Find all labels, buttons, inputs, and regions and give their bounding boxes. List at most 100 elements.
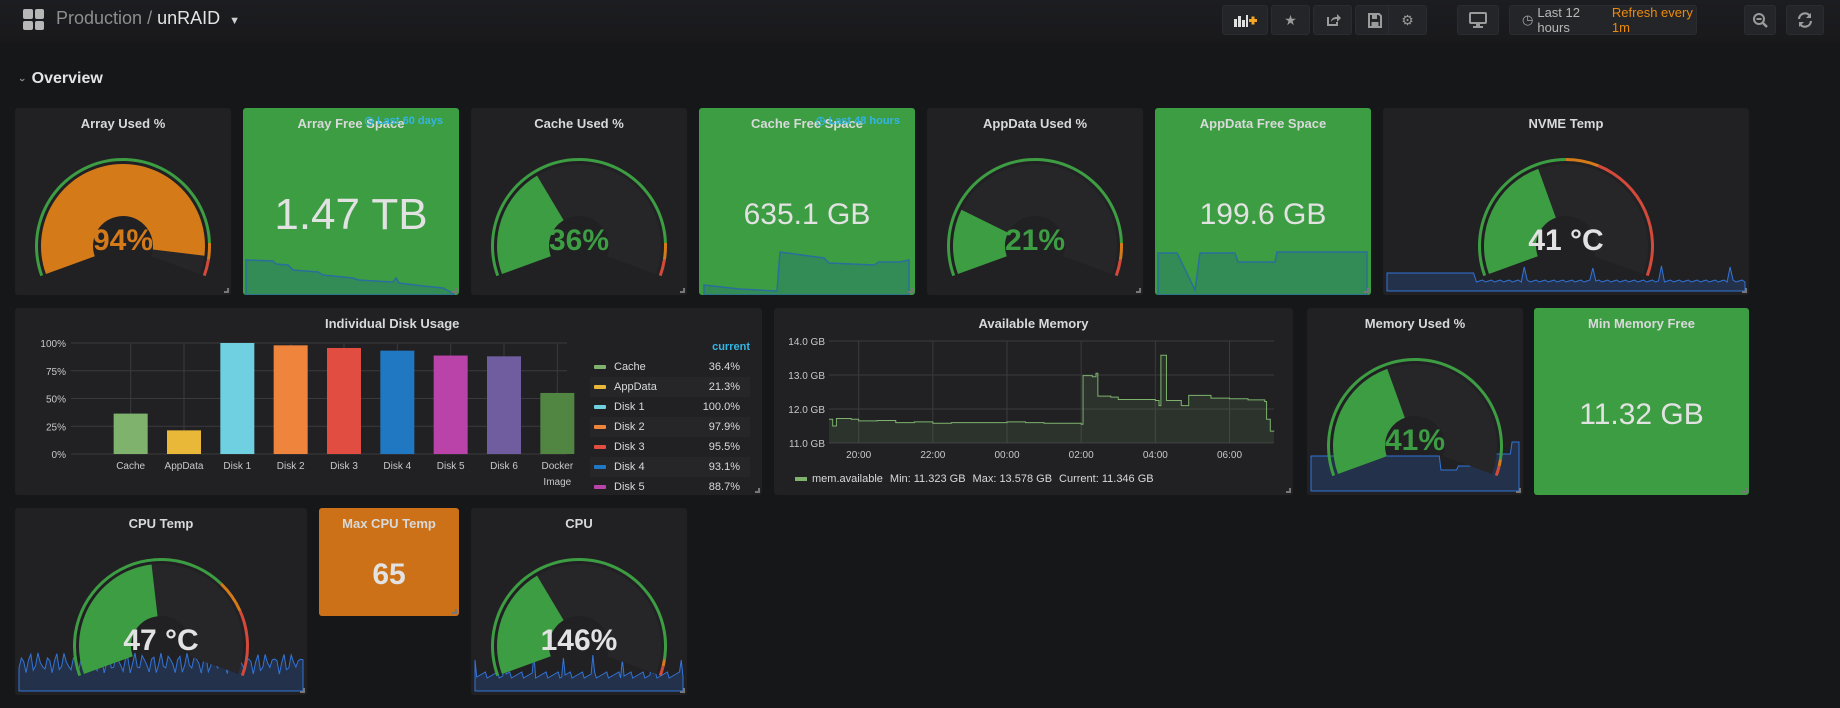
share-button[interactable]	[1313, 5, 1352, 35]
bar[interactable]	[273, 345, 308, 454]
breadcrumb-folder[interactable]: Production	[56, 8, 143, 28]
resize-handle[interactable]	[1364, 288, 1369, 293]
tv-mode-button[interactable]	[1457, 5, 1499, 35]
resize-handle[interactable]	[1742, 288, 1747, 293]
row-overview[interactable]: › Overview	[16, 70, 103, 88]
sparkline-area	[18, 652, 304, 692]
dashboard-grid-icon[interactable]	[23, 9, 44, 30]
threshold-crit	[1114, 259, 1122, 277]
gauge-value-arc	[497, 175, 564, 275]
timeshift-label: Last 60 days	[376, 115, 443, 127]
legend-row[interactable]: AppData 21.3%	[590, 377, 750, 397]
legend-row[interactable]: Cache 36.4%	[590, 357, 750, 377]
legend-value: 21.3%	[708, 381, 740, 393]
stat-value: 11.32 GB	[1579, 398, 1704, 431]
legend-swatch	[594, 385, 606, 389]
legend-swatch	[594, 465, 606, 469]
gauge-cache-used: 36%	[491, 157, 667, 277]
caret-down-icon[interactable]: ▼	[229, 15, 241, 27]
panel-min-memory-free[interactable]: Min Memory Free 11.32 GB	[1534, 308, 1749, 495]
panel-appdata-used[interactable]: AppData Used % 21%	[927, 108, 1143, 295]
panel-array-used[interactable]: Array Used % 94%	[15, 108, 231, 295]
threshold-warn	[220, 582, 242, 612]
x-tick-label: Cache	[116, 461, 145, 472]
threshold-crit	[1494, 465, 1501, 477]
resize-handle[interactable]	[224, 288, 229, 293]
panel-cache-free[interactable]: Cache Free Space ◷ Last 48 hours 635.1 G…	[699, 108, 915, 295]
resize-handle[interactable]	[680, 288, 685, 293]
gauge-array-used: 94%	[34, 157, 212, 277]
bar[interactable]	[327, 347, 361, 454]
add-panel-button[interactable]	[1222, 5, 1268, 35]
legend-row[interactable]: Disk 2 97.9%	[590, 417, 750, 437]
refresh-interval-label: Refresh every 1m	[1611, 5, 1693, 35]
legend-header-current[interactable]: current	[712, 341, 750, 353]
x-tick-label: 20:00	[846, 450, 871, 461]
resize-handle[interactable]	[680, 688, 685, 693]
zoom-out-button[interactable]	[1744, 5, 1776, 35]
panel-max-cpu-temp[interactable]: Max CPU Temp 65	[319, 508, 459, 616]
stat-value: 635.1 GB	[743, 198, 871, 231]
refresh-button[interactable]	[1786, 5, 1824, 35]
bar[interactable]	[487, 356, 521, 454]
bar[interactable]	[540, 392, 575, 454]
legend-row[interactable]: Disk 4 93.1%	[590, 457, 750, 477]
resize-handle[interactable]	[452, 288, 457, 293]
x-tick-label: Disk 3	[330, 461, 358, 472]
dashboard-title[interactable]: unRAID	[157, 8, 221, 28]
panel-cache-used[interactable]: Cache Used % 36%	[471, 108, 687, 295]
monitor-icon	[1469, 12, 1487, 28]
bar[interactable]	[380, 350, 415, 454]
bar[interactable]	[433, 355, 468, 454]
gauge-value: 94%	[93, 224, 153, 257]
panel-individual-disk-usage[interactable]: Individual Disk Usage 0% 25% 50% 75% 100% Cac…	[15, 308, 762, 495]
bar[interactable]	[220, 343, 255, 454]
gauge-value: 21%	[1005, 224, 1065, 257]
save-button[interactable]	[1355, 5, 1394, 35]
bar[interactable]	[167, 430, 201, 454]
resize-handle[interactable]	[300, 688, 305, 693]
legend-name: Disk 5	[614, 481, 645, 493]
resize-handle[interactable]	[1516, 488, 1521, 493]
legend-value: 88.7%	[708, 481, 740, 493]
y-tick-label: 25%	[46, 422, 66, 433]
x-tick-label: 00:00	[994, 450, 1019, 461]
resize-handle[interactable]	[1286, 488, 1291, 493]
bar[interactable]	[113, 413, 148, 454]
resize-handle[interactable]	[908, 288, 913, 293]
panel-title: Cache Used %	[534, 116, 624, 131]
gauge-value-arc	[40, 163, 205, 275]
star-button[interactable]: ★	[1271, 5, 1310, 35]
sparkline-area	[245, 259, 455, 295]
legend-row[interactable]: Disk 1 100.0%	[590, 397, 750, 417]
panel-appdata-free[interactable]: AppData Free Space 199.6 GB	[1155, 108, 1371, 295]
legend-row[interactable]: Disk 5 88.7%	[590, 477, 750, 495]
settings-button[interactable]: ⚙	[1388, 5, 1427, 35]
legend-series-name[interactable]: mem.available	[812, 473, 883, 485]
clock-icon: ◷	[364, 115, 377, 127]
resize-handle[interactable]	[1742, 488, 1747, 493]
panel-array-free[interactable]: Array Free Space ◷ Last 60 days 1.47 TB	[243, 108, 459, 295]
threshold-warn	[1566, 158, 1599, 168]
series-line-mem-available[interactable]	[829, 354, 1275, 432]
panel-nvme-temp[interactable]: NVME Temp 41 °C	[1383, 108, 1749, 295]
legend-name: AppData	[614, 381, 657, 393]
panel-memory-used[interactable]: Memory Used % 41%	[1307, 308, 1523, 495]
breadcrumb[interactable]: Production / unRAID ▼	[56, 8, 240, 29]
resize-handle[interactable]	[755, 488, 760, 493]
y-tick-label: 11.0 GB	[789, 439, 825, 450]
panel-cpu-temp[interactable]: CPU Temp 47 °C	[15, 508, 307, 695]
legend-swatch	[795, 477, 807, 481]
stat-value: 199.6 GB	[1199, 198, 1327, 231]
sparkline-area	[1157, 251, 1368, 295]
x-tick-label: Disk 2	[277, 461, 305, 472]
time-range-picker[interactable]: ◷ Last 12 hours Refresh every 1m	[1509, 5, 1697, 35]
panel-title: Individual Disk Usage	[325, 316, 460, 331]
resize-handle[interactable]	[452, 609, 457, 614]
panel-cpu[interactable]: CPU 146%	[471, 508, 687, 695]
legend-row[interactable]: Disk 3 95.5%	[590, 437, 750, 457]
resize-handle[interactable]	[1136, 288, 1141, 293]
threshold-warn	[1118, 242, 1123, 260]
x-tick-label: 22:00	[920, 450, 945, 461]
panel-available-memory[interactable]: Available Memory 11.0 GB 12.0 GB 13.0 GB 14…	[774, 308, 1293, 495]
